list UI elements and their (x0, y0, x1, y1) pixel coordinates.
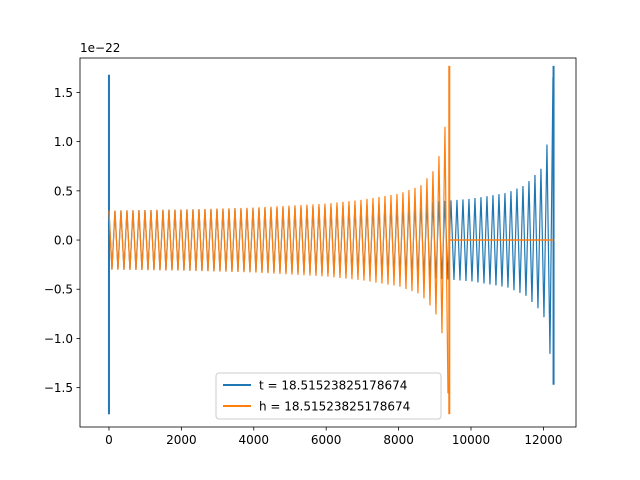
y-tick-label: 1.5 (54, 86, 73, 100)
x-tick-label: 2000 (166, 433, 197, 447)
series-1 (108, 65, 554, 415)
series-line (108, 126, 449, 394)
x-axis: 0 2000 4000 6000 8000 10000 12000 (105, 427, 563, 447)
x-tick-label: 4000 (239, 433, 270, 447)
legend-label-t: t = 18.51523825178674 (259, 379, 407, 393)
y-tick-label: −1.0 (44, 332, 73, 346)
legend: t = 18.51523825178674 h = 18.51523825178… (215, 372, 442, 420)
x-tick-label: 6000 (311, 433, 342, 447)
legend-box (215, 372, 442, 420)
series-layer (107, 65, 555, 415)
x-tick-label: 8000 (383, 433, 414, 447)
y-tick-label: 0.0 (54, 234, 73, 248)
y-offset-label: 1e−22 (80, 41, 120, 55)
y-tick-label: −1.5 (44, 381, 73, 395)
x-tick-label: 12000 (524, 433, 562, 447)
x-tick-label: 10000 (452, 433, 490, 447)
y-tick-label: 1.0 (54, 135, 73, 149)
x-tick-label: 0 (105, 433, 113, 447)
plot-frame (79, 57, 577, 428)
y-axis: −1.5 −1.0 −0.5 0.0 0.5 1.0 1.5 (44, 86, 80, 395)
y-tick-label: 0.5 (54, 184, 73, 198)
y-tick-label: −0.5 (44, 283, 73, 297)
legend-label-h: h = 18.51523825178674 (259, 400, 410, 414)
